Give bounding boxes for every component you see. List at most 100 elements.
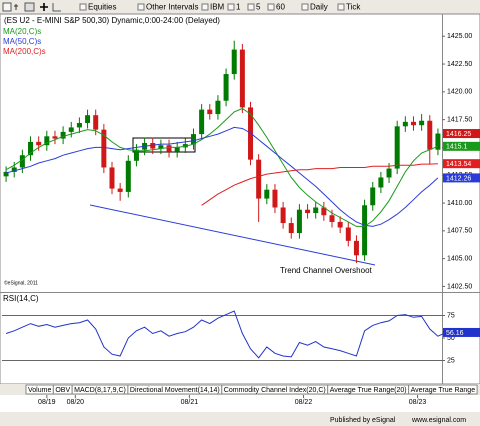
candle-body — [239, 49, 245, 108]
candle-body — [158, 145, 164, 149]
indicator-tab-label[interactable]: OBV — [55, 387, 70, 394]
candle-body — [394, 126, 400, 169]
candle-body — [125, 160, 131, 192]
candle-body — [280, 207, 286, 224]
candle-body — [109, 167, 115, 189]
candle-body — [60, 131, 66, 139]
toolbar-button-icon[interactable] — [201, 3, 209, 11]
candle-body — [321, 207, 327, 216]
y-tick-label: 1402.50 — [447, 283, 472, 290]
toolbar-button-icon[interactable] — [247, 3, 255, 11]
candle-body — [19, 155, 25, 168]
candle-body — [166, 145, 172, 152]
consolidation-box — [132, 137, 196, 153]
last-value-box — [443, 173, 480, 183]
y-tick-label: 1417.50 — [447, 116, 472, 123]
toolbar-button[interactable]: 60 — [276, 3, 285, 12]
footer-bar — [0, 412, 480, 426]
candle-body — [174, 147, 180, 152]
date-axis — [0, 395, 480, 412]
y-tick-label: 1425.00 — [447, 33, 472, 40]
candle-body — [288, 223, 294, 234]
series-line — [5, 310, 447, 359]
toolbar-button-icon[interactable] — [337, 3, 345, 11]
toolbar-button-icon[interactable] — [137, 3, 145, 11]
candle-body — [296, 209, 302, 234]
series-line — [201, 163, 438, 206]
indicator-tab-label[interactable]: MACD(8,17,9,C) — [74, 387, 126, 394]
indicator-tab-label[interactable]: Average True Range(20) — [330, 387, 407, 394]
candle-body — [85, 115, 91, 123]
candle-body — [133, 149, 139, 161]
candle-body — [28, 141, 34, 156]
last-value-label: 56.16 — [446, 330, 464, 337]
toolbar-button-icon[interactable] — [227, 3, 235, 11]
legend-entry: MA(50,C)s — [3, 37, 41, 46]
y-tick-label: 75 — [447, 312, 455, 319]
y-tick-label: 1410.00 — [447, 200, 472, 207]
candle-body — [215, 100, 221, 115]
candle-body — [150, 142, 156, 149]
legend-entry: MA(20,C)s — [3, 27, 41, 36]
indicator-tab-label[interactable]: Average True Range — [411, 387, 476, 394]
candle-body — [231, 49, 237, 75]
toolbar-button[interactable]: Equities — [88, 3, 116, 12]
candle-body — [93, 115, 99, 130]
toolbar-button[interactable]: Daily — [310, 3, 328, 12]
candle-body — [101, 129, 107, 168]
y-tick-label: 25 — [447, 357, 455, 364]
toolbar-button[interactable]: IBM — [210, 3, 225, 12]
toolbar-button[interactable]: 1 — [236, 3, 241, 12]
last-value-label: 1415.1 — [446, 144, 468, 151]
candle-body — [345, 227, 351, 241]
indicator-tab-label[interactable]: Volume — [28, 387, 51, 394]
indicator-tab-label[interactable]: Directional Movement(14,14) — [130, 387, 220, 394]
y-tick-label: 1420.00 — [447, 89, 472, 96]
candle-body — [272, 189, 278, 208]
copyright: ©eSignal, 2011 — [4, 279, 38, 286]
chart-title: (ES U2 - E-MINI S&P 500,30) Dynamic,0:00… — [4, 16, 220, 25]
candle-body — [190, 134, 196, 145]
x-tick-label: 08/19 — [38, 399, 56, 406]
toolbar-icons — [2, 2, 61, 12]
candle-body — [11, 167, 17, 172]
toolbar-button[interactable]: Tick — [346, 3, 361, 12]
toolbar-button-icon[interactable] — [267, 3, 275, 11]
candle-body — [386, 168, 392, 178]
toolbar-button[interactable]: Other Intervals — [146, 3, 198, 12]
candle-body — [256, 159, 262, 199]
footer-url[interactable]: www.esignal.com — [411, 417, 466, 424]
candle-body — [44, 136, 50, 146]
candle-body — [182, 144, 188, 148]
footer-publisher: Published by eSignal — [330, 417, 396, 424]
trend-line — [89, 204, 376, 266]
candle-body — [435, 133, 441, 150]
last-value-box — [443, 159, 480, 169]
last-value-label: 1412.26 — [446, 175, 471, 182]
indicator-tab[interactable] — [408, 384, 478, 395]
candle-body — [117, 188, 123, 192]
toolbar-button-icon[interactable] — [79, 3, 87, 11]
candle-body — [305, 209, 311, 214]
legend-entry: MA(200,C)s — [3, 47, 46, 56]
toolbar — [0, 0, 480, 14]
candle-body — [337, 221, 343, 228]
candle-body — [419, 120, 425, 126]
candle-body — [223, 74, 229, 101]
x-tick-label: 08/20 — [67, 399, 85, 406]
candle-body — [52, 136, 58, 139]
last-value-box — [443, 141, 480, 151]
x-tick-label: 08/23 — [409, 399, 427, 406]
candle-body — [329, 215, 335, 222]
x-tick-label: 08/21 — [181, 399, 199, 406]
y-tick-label: 1405.00 — [447, 255, 472, 262]
toolbar-button[interactable]: 5 — [256, 3, 261, 12]
candle-body — [207, 109, 213, 115]
toolbar-button-icon[interactable] — [301, 3, 309, 11]
last-value-box — [443, 327, 480, 337]
candle-body — [76, 122, 82, 128]
candle-body — [427, 120, 433, 150]
indicator-tab-label[interactable]: Commodity Channel Index(20,C) — [224, 387, 326, 394]
candle-body — [410, 121, 416, 126]
